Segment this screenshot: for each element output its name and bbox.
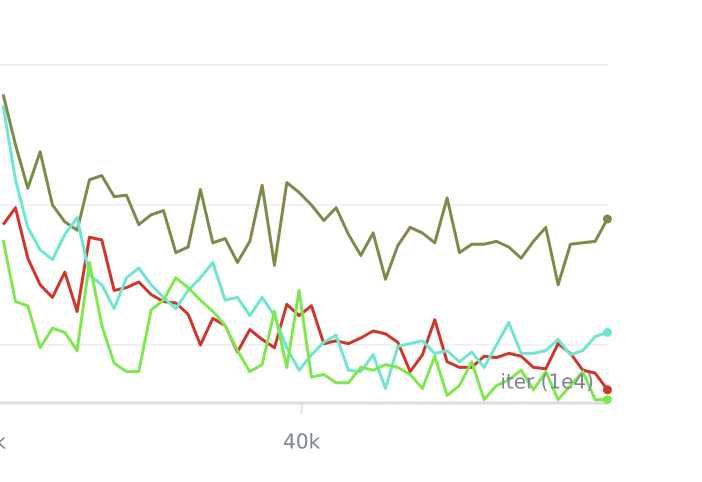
end-point (602, 395, 612, 405)
x-tick-label: 20k (0, 430, 6, 454)
end-point (602, 214, 612, 224)
series-line (1, 206, 609, 391)
x-tick-label: 40k (283, 430, 320, 454)
x-axis-label: iter (1e4) (500, 370, 594, 394)
end-point (602, 327, 612, 337)
series-line (1, 94, 609, 287)
end-point (602, 385, 612, 395)
series-line (1, 105, 608, 390)
series-line (1, 239, 608, 402)
